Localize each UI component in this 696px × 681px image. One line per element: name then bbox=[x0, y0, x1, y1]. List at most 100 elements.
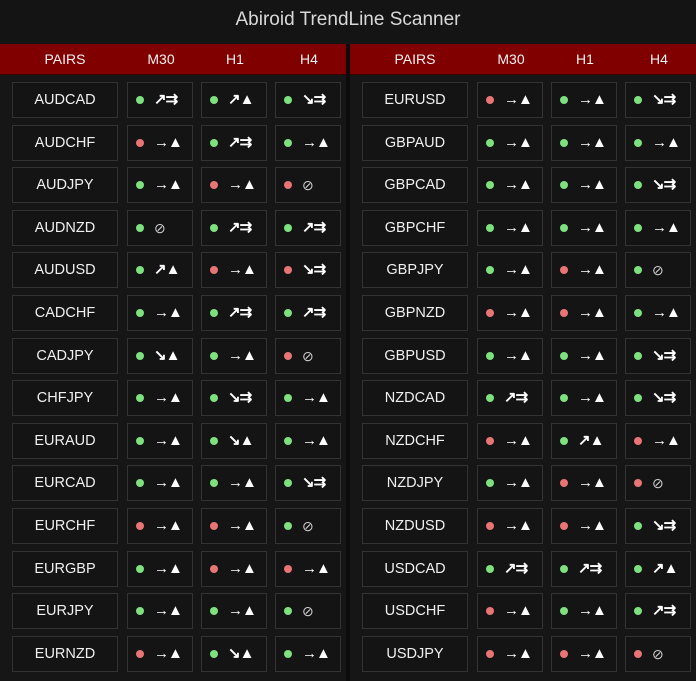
pair-button[interactable]: CADCHF bbox=[12, 295, 118, 331]
signal-cell-m30[interactable]: ↗▲ bbox=[127, 252, 193, 289]
signal-cell-h1[interactable]: →▲ bbox=[551, 252, 617, 289]
signal-cell-h4[interactable]: ⊘ bbox=[625, 465, 691, 502]
pair-button[interactable]: AUDCAD bbox=[12, 82, 118, 118]
signal-cell-h4[interactable]: ↘⇉ bbox=[625, 337, 691, 374]
signal-cell-h1[interactable]: →▲ bbox=[201, 167, 267, 204]
signal-cell-h1[interactable]: →▲ bbox=[551, 593, 617, 630]
pair-button[interactable]: AUDCHF bbox=[12, 124, 118, 161]
signal-cell-m30[interactable]: →▲ bbox=[127, 124, 193, 161]
signal-cell-m30[interactable]: →▲ bbox=[477, 252, 543, 289]
signal-cell-h1[interactable]: →▲ bbox=[201, 252, 267, 289]
pair-button[interactable]: EURAUD bbox=[12, 422, 118, 459]
signal-cell-h4[interactable]: →▲ bbox=[275, 550, 341, 587]
pair-button[interactable]: EURGBP bbox=[12, 550, 118, 587]
signal-cell-m30[interactable]: →▲ bbox=[477, 422, 543, 459]
signal-cell-h1[interactable]: →▲ bbox=[551, 82, 617, 118]
pair-button[interactable]: GBPJPY bbox=[362, 252, 468, 289]
signal-cell-h1[interactable]: ↘▲ bbox=[201, 422, 267, 459]
signal-cell-m30[interactable]: →▲ bbox=[477, 124, 543, 161]
signal-cell-m30[interactable]: →▲ bbox=[477, 465, 543, 502]
signal-cell-h4[interactable]: ↘⇉ bbox=[275, 82, 341, 118]
pair-button[interactable]: EURNZD bbox=[12, 635, 118, 672]
signal-cell-h4[interactable]: →▲ bbox=[625, 209, 691, 246]
signal-cell-h1[interactable]: →▲ bbox=[551, 124, 617, 161]
signal-cell-h4[interactable]: ↗▲ bbox=[625, 550, 691, 587]
signal-cell-h1[interactable]: ↘⇉ bbox=[201, 380, 267, 417]
signal-cell-h4[interactable]: ⊘ bbox=[625, 635, 691, 672]
pair-button[interactable]: USDCAD bbox=[362, 550, 468, 587]
pair-button[interactable]: NZDUSD bbox=[362, 508, 468, 544]
signal-cell-m30[interactable]: →▲ bbox=[477, 635, 543, 672]
signal-cell-h4[interactable]: ⊘ bbox=[625, 252, 691, 289]
signal-cell-h1[interactable]: →▲ bbox=[551, 209, 617, 246]
signal-cell-h4[interactable]: ↘⇉ bbox=[625, 508, 691, 544]
signal-cell-h1[interactable]: →▲ bbox=[201, 550, 267, 587]
signal-cell-h4[interactable]: ⊘ bbox=[275, 337, 341, 374]
signal-cell-h1[interactable]: →▲ bbox=[551, 380, 617, 417]
signal-cell-h4[interactable]: →▲ bbox=[625, 124, 691, 161]
pair-button[interactable]: EURJPY bbox=[12, 593, 118, 630]
pair-button[interactable]: CHFJPY bbox=[12, 380, 118, 417]
pair-button[interactable]: GBPAUD bbox=[362, 124, 468, 161]
signal-cell-m30[interactable]: →▲ bbox=[477, 167, 543, 204]
signal-cell-m30[interactable]: ↗⇉ bbox=[477, 550, 543, 587]
signal-cell-h1[interactable]: →▲ bbox=[551, 167, 617, 204]
pair-button[interactable]: GBPCHF bbox=[362, 209, 468, 246]
signal-cell-h4[interactable]: ↘⇉ bbox=[625, 82, 691, 118]
signal-cell-h1[interactable]: ↗⇉ bbox=[201, 295, 267, 331]
signal-cell-h4[interactable]: →▲ bbox=[625, 422, 691, 459]
signal-cell-h1[interactable]: ↗⇉ bbox=[201, 124, 267, 161]
signal-cell-h1[interactable]: ↗▲ bbox=[201, 82, 267, 118]
signal-cell-h4[interactable]: ↘⇉ bbox=[275, 252, 341, 289]
signal-cell-h1[interactable]: ↗⇉ bbox=[551, 550, 617, 587]
pair-button[interactable]: AUDJPY bbox=[12, 167, 118, 204]
signal-cell-m30[interactable]: →▲ bbox=[127, 422, 193, 459]
signal-cell-h1[interactable]: →▲ bbox=[201, 465, 267, 502]
signal-cell-h1[interactable]: →▲ bbox=[551, 295, 617, 331]
pair-button[interactable]: USDCHF bbox=[362, 593, 468, 630]
signal-cell-h4[interactable]: ↘⇉ bbox=[275, 465, 341, 502]
pair-button[interactable]: USDJPY bbox=[362, 635, 468, 672]
signal-cell-m30[interactable]: →▲ bbox=[127, 465, 193, 502]
signal-cell-m30[interactable]: →▲ bbox=[477, 508, 543, 544]
signal-cell-m30[interactable]: →▲ bbox=[127, 550, 193, 587]
signal-cell-h1[interactable]: →▲ bbox=[551, 337, 617, 374]
signal-cell-h1[interactable]: →▲ bbox=[201, 508, 267, 544]
signal-cell-m30[interactable]: ↗⇉ bbox=[477, 380, 543, 417]
signal-cell-h4[interactable]: ↘⇉ bbox=[625, 380, 691, 417]
signal-cell-m30[interactable]: →▲ bbox=[477, 295, 543, 331]
signal-cell-h1[interactable]: →▲ bbox=[551, 635, 617, 672]
pair-button[interactable]: AUDNZD bbox=[12, 209, 118, 246]
signal-cell-m30[interactable]: →▲ bbox=[477, 82, 543, 118]
pair-button[interactable]: GBPCAD bbox=[362, 167, 468, 204]
signal-cell-h1[interactable]: ↗⇉ bbox=[201, 209, 267, 246]
signal-cell-m30[interactable]: →▲ bbox=[477, 593, 543, 630]
signal-cell-h1[interactable]: →▲ bbox=[201, 593, 267, 630]
signal-cell-m30[interactable]: →▲ bbox=[127, 380, 193, 417]
pair-button[interactable]: CADJPY bbox=[12, 337, 118, 374]
signal-cell-h4[interactable]: →▲ bbox=[275, 422, 341, 459]
signal-cell-h4[interactable]: ↗⇉ bbox=[275, 295, 341, 331]
signal-cell-m30[interactable]: →▲ bbox=[477, 209, 543, 246]
signal-cell-m30[interactable]: ↗⇉ bbox=[127, 82, 193, 118]
signal-cell-h4[interactable]: ⊘ bbox=[275, 508, 341, 544]
signal-cell-h4[interactable]: ↗⇉ bbox=[275, 209, 341, 246]
pair-button[interactable]: EURCHF bbox=[12, 508, 118, 544]
pair-button[interactable]: NZDJPY bbox=[362, 465, 468, 502]
signal-cell-m30[interactable]: →▲ bbox=[477, 337, 543, 374]
signal-cell-m30[interactable]: →▲ bbox=[127, 593, 193, 630]
signal-cell-m30[interactable]: →▲ bbox=[127, 167, 193, 204]
signal-cell-h4[interactable]: ⊘ bbox=[275, 167, 341, 204]
signal-cell-h4[interactable]: ↗⇉ bbox=[625, 593, 691, 630]
pair-button[interactable]: EURCAD bbox=[12, 465, 118, 502]
signal-cell-h4[interactable]: →▲ bbox=[275, 124, 341, 161]
signal-cell-m30[interactable]: →▲ bbox=[127, 635, 193, 672]
signal-cell-m30[interactable]: →▲ bbox=[127, 508, 193, 544]
signal-cell-h1[interactable]: →▲ bbox=[551, 508, 617, 544]
signal-cell-h4[interactable]: ↘⇉ bbox=[625, 167, 691, 204]
signal-cell-h4[interactable]: ⊘ bbox=[275, 593, 341, 630]
pair-button[interactable]: NZDCHF bbox=[362, 422, 468, 459]
signal-cell-m30[interactable]: ↘▲ bbox=[127, 337, 193, 374]
pair-button[interactable]: GBPNZD bbox=[362, 295, 468, 331]
pair-button[interactable]: AUDUSD bbox=[12, 252, 118, 289]
